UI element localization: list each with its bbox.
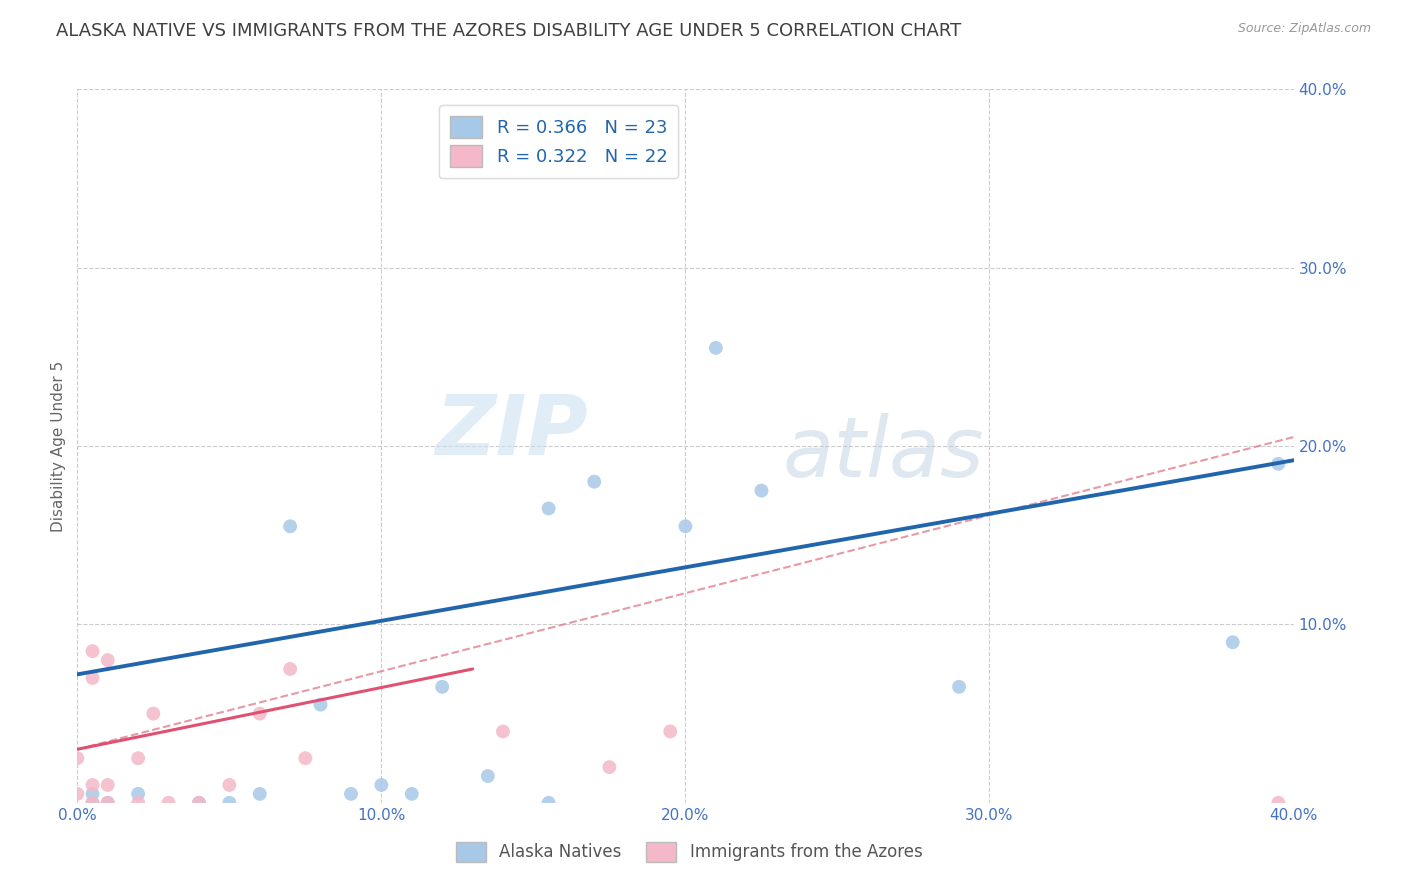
Point <box>583 475 606 489</box>
Point <box>294 751 316 765</box>
Point <box>82 644 104 658</box>
Point <box>1267 457 1289 471</box>
Legend: Alaska Natives, Immigrants from the Azores: Alaska Natives, Immigrants from the Azor… <box>447 833 931 871</box>
Point <box>1222 635 1244 649</box>
Point <box>82 671 104 685</box>
Point <box>340 787 363 801</box>
Point <box>142 706 165 721</box>
Y-axis label: Disability Age Under 5: Disability Age Under 5 <box>51 360 66 532</box>
Point <box>278 519 301 533</box>
Point <box>492 724 515 739</box>
Point <box>188 796 211 810</box>
Point <box>537 796 560 810</box>
Point <box>218 796 240 810</box>
Point <box>127 787 149 801</box>
Point <box>82 778 104 792</box>
Point <box>82 787 104 801</box>
Point <box>82 796 104 810</box>
Legend: R = 0.366   N = 23, R = 0.322   N = 22: R = 0.366 N = 23, R = 0.322 N = 22 <box>439 105 679 178</box>
Text: ZIP: ZIP <box>436 392 588 472</box>
Text: atlas: atlas <box>783 413 984 493</box>
Point <box>97 653 120 667</box>
Point <box>249 706 271 721</box>
Point <box>370 778 392 792</box>
Point <box>66 787 89 801</box>
Point <box>751 483 773 498</box>
Point <box>218 778 240 792</box>
Point <box>537 501 560 516</box>
Point <box>278 662 301 676</box>
Point <box>97 796 120 810</box>
Point <box>82 796 104 810</box>
Point <box>127 796 149 810</box>
Point <box>249 787 271 801</box>
Point <box>309 698 332 712</box>
Point <box>948 680 970 694</box>
Point <box>430 680 453 694</box>
Point <box>66 751 89 765</box>
Point <box>1267 796 1289 810</box>
Point <box>157 796 180 810</box>
Text: ALASKA NATIVE VS IMMIGRANTS FROM THE AZORES DISABILITY AGE UNDER 5 CORRELATION C: ALASKA NATIVE VS IMMIGRANTS FROM THE AZO… <box>56 22 962 40</box>
Point <box>97 778 120 792</box>
Point <box>704 341 727 355</box>
Point <box>188 796 211 810</box>
Point <box>127 751 149 765</box>
Point <box>659 724 682 739</box>
Text: Source: ZipAtlas.com: Source: ZipAtlas.com <box>1237 22 1371 36</box>
Point <box>97 796 120 810</box>
Point <box>598 760 620 774</box>
Point <box>401 787 423 801</box>
Point <box>675 519 697 533</box>
Point <box>477 769 499 783</box>
